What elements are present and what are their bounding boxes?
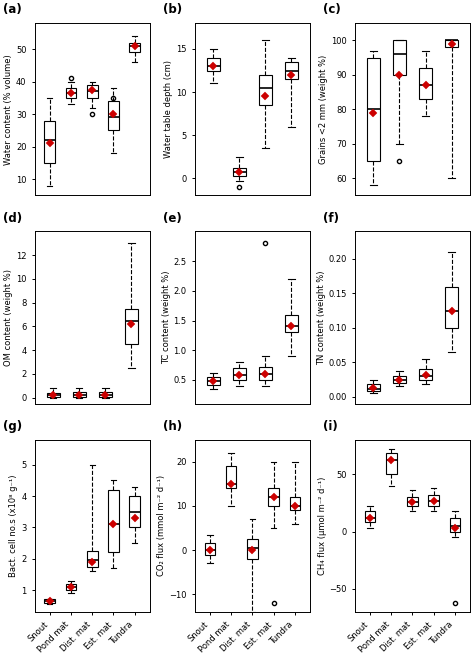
PathPatch shape <box>46 393 60 397</box>
PathPatch shape <box>108 490 119 552</box>
PathPatch shape <box>445 287 458 328</box>
Text: (g): (g) <box>3 420 22 433</box>
PathPatch shape <box>285 314 298 332</box>
PathPatch shape <box>108 101 119 130</box>
PathPatch shape <box>233 168 246 177</box>
PathPatch shape <box>99 392 112 397</box>
PathPatch shape <box>367 384 380 391</box>
PathPatch shape <box>259 367 272 380</box>
Text: (d): (d) <box>3 212 22 225</box>
PathPatch shape <box>129 43 140 53</box>
PathPatch shape <box>207 57 220 71</box>
PathPatch shape <box>428 495 439 506</box>
Text: (i): (i) <box>323 420 338 433</box>
PathPatch shape <box>247 539 258 559</box>
PathPatch shape <box>419 68 432 99</box>
Y-axis label: CH₄ flux (μmol m⁻² d⁻¹): CH₄ flux (μmol m⁻² d⁻¹) <box>318 476 327 575</box>
PathPatch shape <box>268 488 279 506</box>
PathPatch shape <box>365 511 375 523</box>
Y-axis label: TC content (weight %): TC content (weight %) <box>162 271 171 364</box>
Y-axis label: Water table depth (cm): Water table depth (cm) <box>164 60 173 158</box>
PathPatch shape <box>233 368 246 380</box>
Y-axis label: Grains <2 mm (weight %): Grains <2 mm (weight %) <box>319 55 328 164</box>
PathPatch shape <box>66 88 76 98</box>
PathPatch shape <box>207 377 220 385</box>
PathPatch shape <box>419 369 432 380</box>
PathPatch shape <box>205 544 215 554</box>
PathPatch shape <box>87 551 98 567</box>
PathPatch shape <box>386 453 397 474</box>
PathPatch shape <box>445 40 458 47</box>
PathPatch shape <box>125 308 138 344</box>
PathPatch shape <box>290 497 300 510</box>
PathPatch shape <box>226 466 237 488</box>
PathPatch shape <box>87 85 98 98</box>
Y-axis label: OM content (weight %): OM content (weight %) <box>4 269 13 366</box>
PathPatch shape <box>129 496 140 527</box>
PathPatch shape <box>285 62 298 79</box>
Text: (b): (b) <box>163 3 182 16</box>
PathPatch shape <box>450 518 460 532</box>
PathPatch shape <box>45 600 55 602</box>
PathPatch shape <box>259 75 272 105</box>
Text: (h): (h) <box>163 420 182 433</box>
PathPatch shape <box>367 57 380 161</box>
Text: (c): (c) <box>323 3 341 16</box>
Text: (e): (e) <box>163 212 182 225</box>
PathPatch shape <box>407 497 418 506</box>
Y-axis label: TN content (weight %): TN content (weight %) <box>317 270 326 365</box>
PathPatch shape <box>73 392 86 397</box>
Y-axis label: CO₂ flux (mmol m⁻² d⁻¹): CO₂ flux (mmol m⁻² d⁻¹) <box>157 475 166 577</box>
PathPatch shape <box>66 584 76 590</box>
Y-axis label: Bact. cell no.s (x10⁸ g⁻¹): Bact. cell no.s (x10⁸ g⁻¹) <box>9 474 18 577</box>
Text: (f): (f) <box>323 212 339 225</box>
PathPatch shape <box>393 40 406 75</box>
Y-axis label: Water content (% volume): Water content (% volume) <box>4 54 13 165</box>
PathPatch shape <box>393 376 406 383</box>
Text: (a): (a) <box>3 3 21 16</box>
PathPatch shape <box>45 121 55 163</box>
